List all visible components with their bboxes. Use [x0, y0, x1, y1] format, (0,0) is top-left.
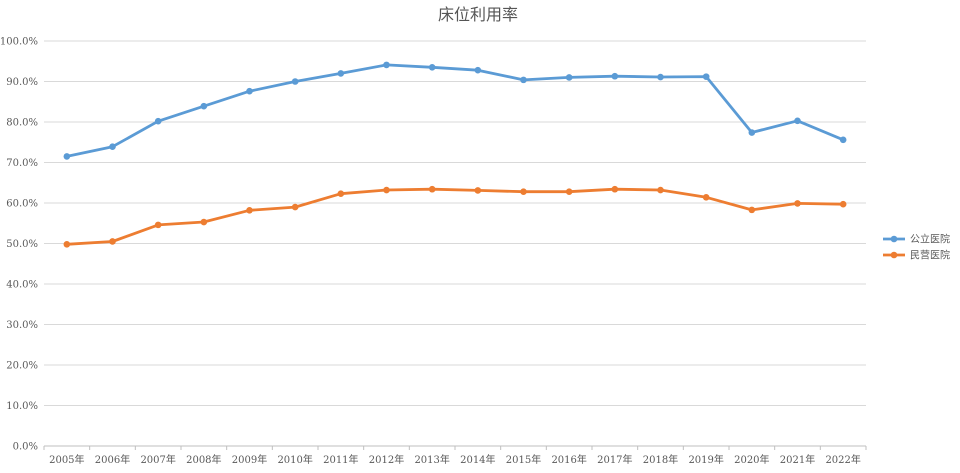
data-point — [428, 64, 436, 71]
data-point — [246, 87, 253, 95]
series-line — [65, 187, 845, 246]
legend-label: 民营医院 — [910, 249, 950, 262]
data-point — [611, 72, 619, 80]
x-tick-label: 2010年 — [277, 453, 312, 466]
data-point — [702, 194, 710, 201]
x-tick-label: 2011年 — [323, 453, 358, 466]
data-point — [474, 66, 482, 74]
data-point — [383, 61, 390, 69]
data-point — [520, 188, 527, 195]
data-point — [702, 73, 710, 80]
x-tick-label: 2018年 — [643, 453, 678, 466]
y-tick-label: 0.0% — [13, 442, 38, 453]
data-point — [794, 117, 801, 125]
legend-label: 公立医院 — [910, 233, 950, 246]
x-tick-labels: 2005年 2006年 2007年 2008年 2009年 2010年 2011年 2012年… — [49, 453, 861, 466]
x-tick-label: 2015年 — [506, 453, 541, 466]
series-1 — [63, 61, 847, 160]
x-tick-label: 2013年 — [414, 453, 449, 466]
x-tick-label: 2020年 — [734, 453, 769, 466]
data-point — [109, 143, 116, 151]
x-tick-label: 2012年 — [369, 453, 404, 466]
x-tick-label: 2016年 — [551, 453, 586, 466]
data-point — [291, 78, 299, 85]
chart-title: 床位利用率 — [438, 5, 518, 24]
data-point — [748, 129, 756, 136]
legend-marker — [890, 251, 898, 259]
data-point — [337, 190, 345, 197]
x-tick-label: 2005年 — [49, 453, 84, 466]
grid-lines — [44, 40, 866, 406]
x-tick-label: 2006年 — [95, 453, 130, 466]
legend-marker — [890, 235, 898, 243]
data-point — [839, 200, 847, 208]
data-point — [611, 185, 619, 193]
data-point — [154, 221, 162, 229]
y-tick-label: 20.0% — [6, 361, 38, 372]
data-point — [520, 76, 527, 84]
data-point — [63, 241, 71, 248]
y-tick-label: 30.0% — [6, 320, 38, 331]
data-point — [200, 218, 208, 226]
x-tick-label: 2019年 — [688, 453, 723, 466]
y-tick-label: 40.0% — [6, 280, 38, 291]
y-tick-label: 10.0% — [6, 401, 38, 412]
data-point — [565, 188, 573, 195]
x-tick-label: 2021年 — [780, 453, 815, 466]
data-point — [63, 153, 71, 160]
y-tick-labels: 0.0% 10.0% 20.0% 30.0% 40.0% 50.0% 60.0% 70.0% 8… — [0, 37, 38, 453]
series-2 — [63, 185, 847, 248]
x-tick-label: 2017年 — [597, 453, 632, 466]
data-point — [291, 203, 299, 211]
data-point — [337, 70, 345, 77]
y-tick-label: 90.0% — [6, 77, 38, 88]
y-tick-label: 100.0% — [0, 37, 38, 48]
x-tick-label: 2014年 — [460, 453, 495, 466]
x-tick-label: 2009年 — [232, 453, 267, 466]
data-point — [474, 187, 482, 194]
data-point — [154, 117, 162, 125]
legend-item: 民营医院 — [883, 249, 950, 262]
data-point — [428, 185, 436, 193]
data-point — [246, 206, 253, 214]
x-tick-label: 2022年 — [825, 453, 860, 466]
y-tick-label: 80.0% — [6, 118, 38, 129]
y-tick-label: 50.0% — [6, 239, 38, 250]
data-point — [383, 186, 390, 194]
data-point — [839, 136, 847, 144]
x-tick-label: 2007年 — [140, 453, 175, 466]
data-point — [109, 238, 116, 245]
data-point — [657, 186, 664, 194]
axes — [43, 445, 867, 450]
series-lines — [63, 61, 847, 248]
series-line — [65, 63, 845, 158]
legend-item: 公立医院 — [883, 233, 950, 246]
y-tick-label: 60.0% — [6, 199, 38, 210]
y-tick-label: 70.0% — [6, 158, 38, 169]
x-tick-label: 2008年 — [186, 453, 221, 466]
data-point — [565, 74, 573, 81]
data-point — [657, 73, 664, 81]
data-point — [748, 206, 756, 214]
data-point — [794, 200, 801, 207]
data-point — [200, 102, 208, 110]
